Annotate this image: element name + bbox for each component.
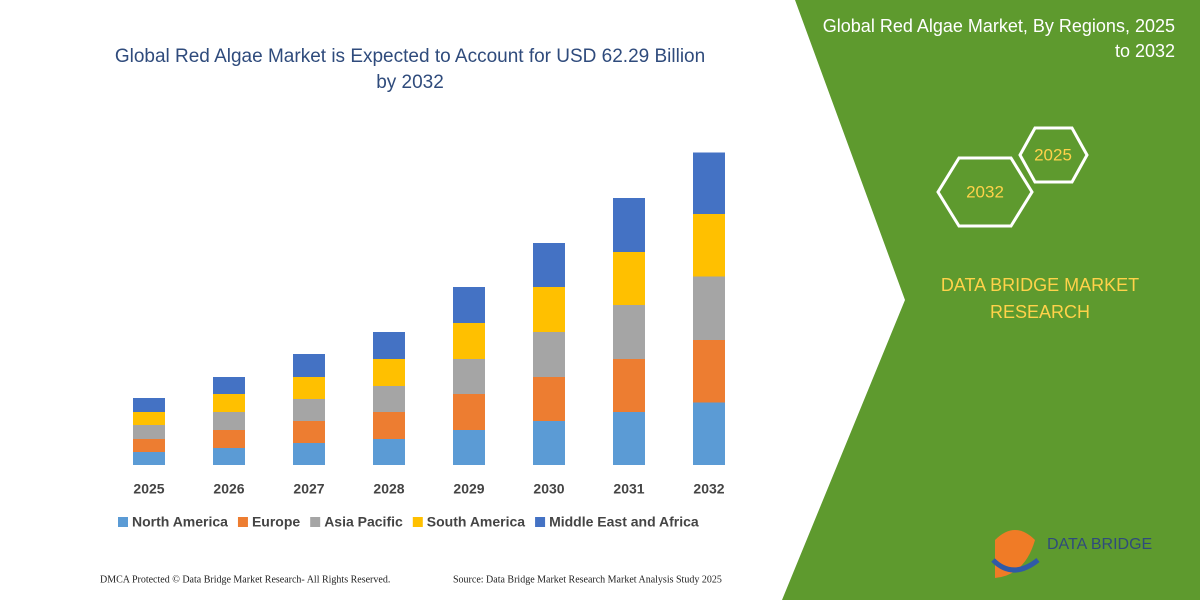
legend-swatch [412, 517, 423, 527]
bar-segment [453, 394, 485, 430]
bar-segment [613, 305, 645, 359]
logo-icon [991, 557, 1040, 573]
footer-note: Source: Data Bridge Market Research Mark… [453, 574, 722, 585]
panel-title: Global Red Algae Market, By Regions, 202… [822, 16, 1175, 61]
legend-label: Asia Pacific [324, 514, 403, 530]
bar-segment [373, 386, 405, 412]
x-tick-label: 2029 [453, 481, 484, 497]
hex-label: 2032 [966, 182, 1004, 201]
bar-segment [293, 354, 325, 377]
x-tick-label: 2025 [133, 481, 164, 497]
x-tick-label: 2030 [533, 481, 564, 497]
bar-segment [453, 323, 485, 359]
bar-segment [693, 402, 725, 465]
bar-segment [613, 359, 645, 412]
bar-segment [133, 452, 165, 465]
legend-label: Middle East and Africa [549, 514, 699, 530]
legend-label: North America [132, 514, 228, 530]
bar-segment [213, 448, 245, 465]
bar-segment [533, 332, 565, 377]
legend-swatch [118, 517, 128, 527]
x-tick-label: 2031 [613, 481, 644, 497]
bar-segment [213, 430, 245, 448]
hexagon [936, 156, 1034, 228]
logo-text: DATA BRIDGE [1047, 536, 1152, 553]
bar-segment [213, 412, 245, 430]
bar-segment [373, 412, 405, 439]
x-tick-label: 2028 [373, 481, 404, 497]
bar-segment [613, 252, 645, 305]
bar-segment [373, 439, 405, 465]
hex-label: 2025 [1034, 145, 1072, 164]
legend-swatch [535, 517, 546, 527]
brand-text: DATA BRIDGE MARKET RESEARCH [940, 275, 1140, 322]
hexagon [1018, 126, 1089, 184]
bar-segment [133, 439, 165, 452]
bar-segment [133, 398, 165, 412]
bar-segment [533, 377, 565, 421]
bar-segment [613, 412, 645, 465]
bar-segment [293, 443, 325, 465]
bar-segment [693, 214, 725, 277]
chart-title: Global Red Algae Market is Expected to A… [114, 46, 706, 93]
legend-label: South America [427, 514, 525, 530]
bar-segment [453, 287, 485, 323]
bar-segment [533, 287, 565, 332]
x-tick-label: 2027 [293, 481, 324, 497]
bar-segment [213, 394, 245, 412]
bar-segment [133, 425, 165, 439]
bar-segment [533, 421, 565, 465]
bar-segment [613, 198, 645, 252]
bar-segment [693, 152, 725, 214]
bar-segment [453, 359, 485, 394]
bar-segment [533, 243, 565, 287]
bar-segment [453, 430, 485, 465]
bar-segment [373, 359, 405, 386]
bar-segment [293, 377, 325, 399]
bar-segment [133, 412, 165, 425]
bar-segment [373, 332, 405, 359]
bar-segment [293, 399, 325, 421]
legend-label: Europe [252, 514, 300, 530]
bar-segment [293, 421, 325, 443]
legend-swatch [237, 517, 248, 527]
side-panel [782, 0, 1200, 600]
bar-segment [213, 377, 245, 394]
bar-segment [693, 276, 725, 340]
footer-note: DMCA Protected © Data Bridge Market Rese… [100, 574, 390, 585]
x-tick-label: 2026 [213, 481, 244, 497]
bar-segment [693, 340, 725, 403]
x-tick-label: 2032 [693, 481, 724, 497]
legend-swatch [310, 517, 321, 527]
